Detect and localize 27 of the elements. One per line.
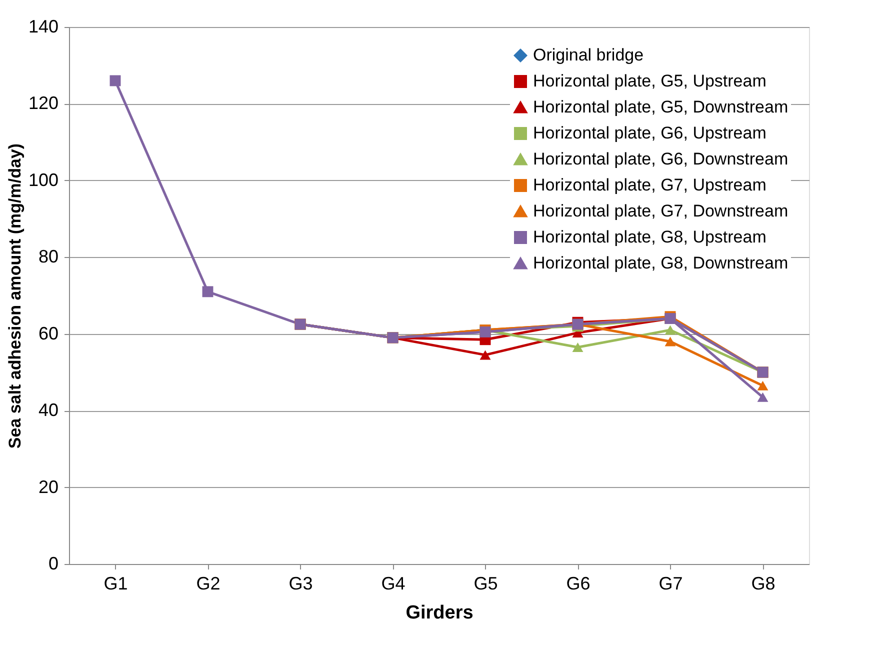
x-tick-label: G5	[474, 574, 498, 594]
y-tick-label: 0	[48, 554, 58, 574]
x-axis-title: Girders	[406, 602, 474, 624]
legend-label: Original bridge	[533, 46, 644, 64]
y-axis-title: Sea salt adhesion amount (mg/m/day)	[5, 143, 24, 449]
y-tick-label: 120	[28, 93, 58, 114]
x-tick-label: G1	[104, 574, 128, 594]
legend-label: Horizontal plate, G6, Upstream	[533, 124, 766, 142]
x-tick-label: G8	[751, 574, 776, 594]
x-tick-label: G4	[381, 574, 406, 594]
legend-label: Horizontal plate, G8, Downstream	[533, 254, 788, 272]
legend-label: Horizontal plate, G7, Upstream	[533, 176, 766, 194]
x-tick-label: G7	[658, 574, 683, 594]
x-tick-label: G3	[288, 574, 313, 594]
y-tick-label: 40	[38, 400, 58, 420]
y-tick-label: 100	[28, 170, 58, 190]
y-tick-label: 140	[28, 16, 58, 36]
y-tick-label: 80	[38, 246, 58, 267]
legend-label: Horizontal plate, G6, Downstream	[533, 150, 788, 168]
legend-label: Horizontal plate, G8, Upstream	[533, 228, 766, 246]
x-tick-label: G6	[566, 574, 590, 594]
y-tick-label: 20	[38, 476, 58, 497]
legend-label: Horizontal plate, G5, Downstream	[533, 98, 788, 116]
legend-label: Horizontal plate, G7, Downstream	[533, 202, 788, 220]
legend-label: Horizontal plate, G5, Upstream	[533, 72, 766, 90]
y-tick-label: 60	[38, 323, 58, 344]
x-tick-label: G2	[196, 574, 220, 594]
